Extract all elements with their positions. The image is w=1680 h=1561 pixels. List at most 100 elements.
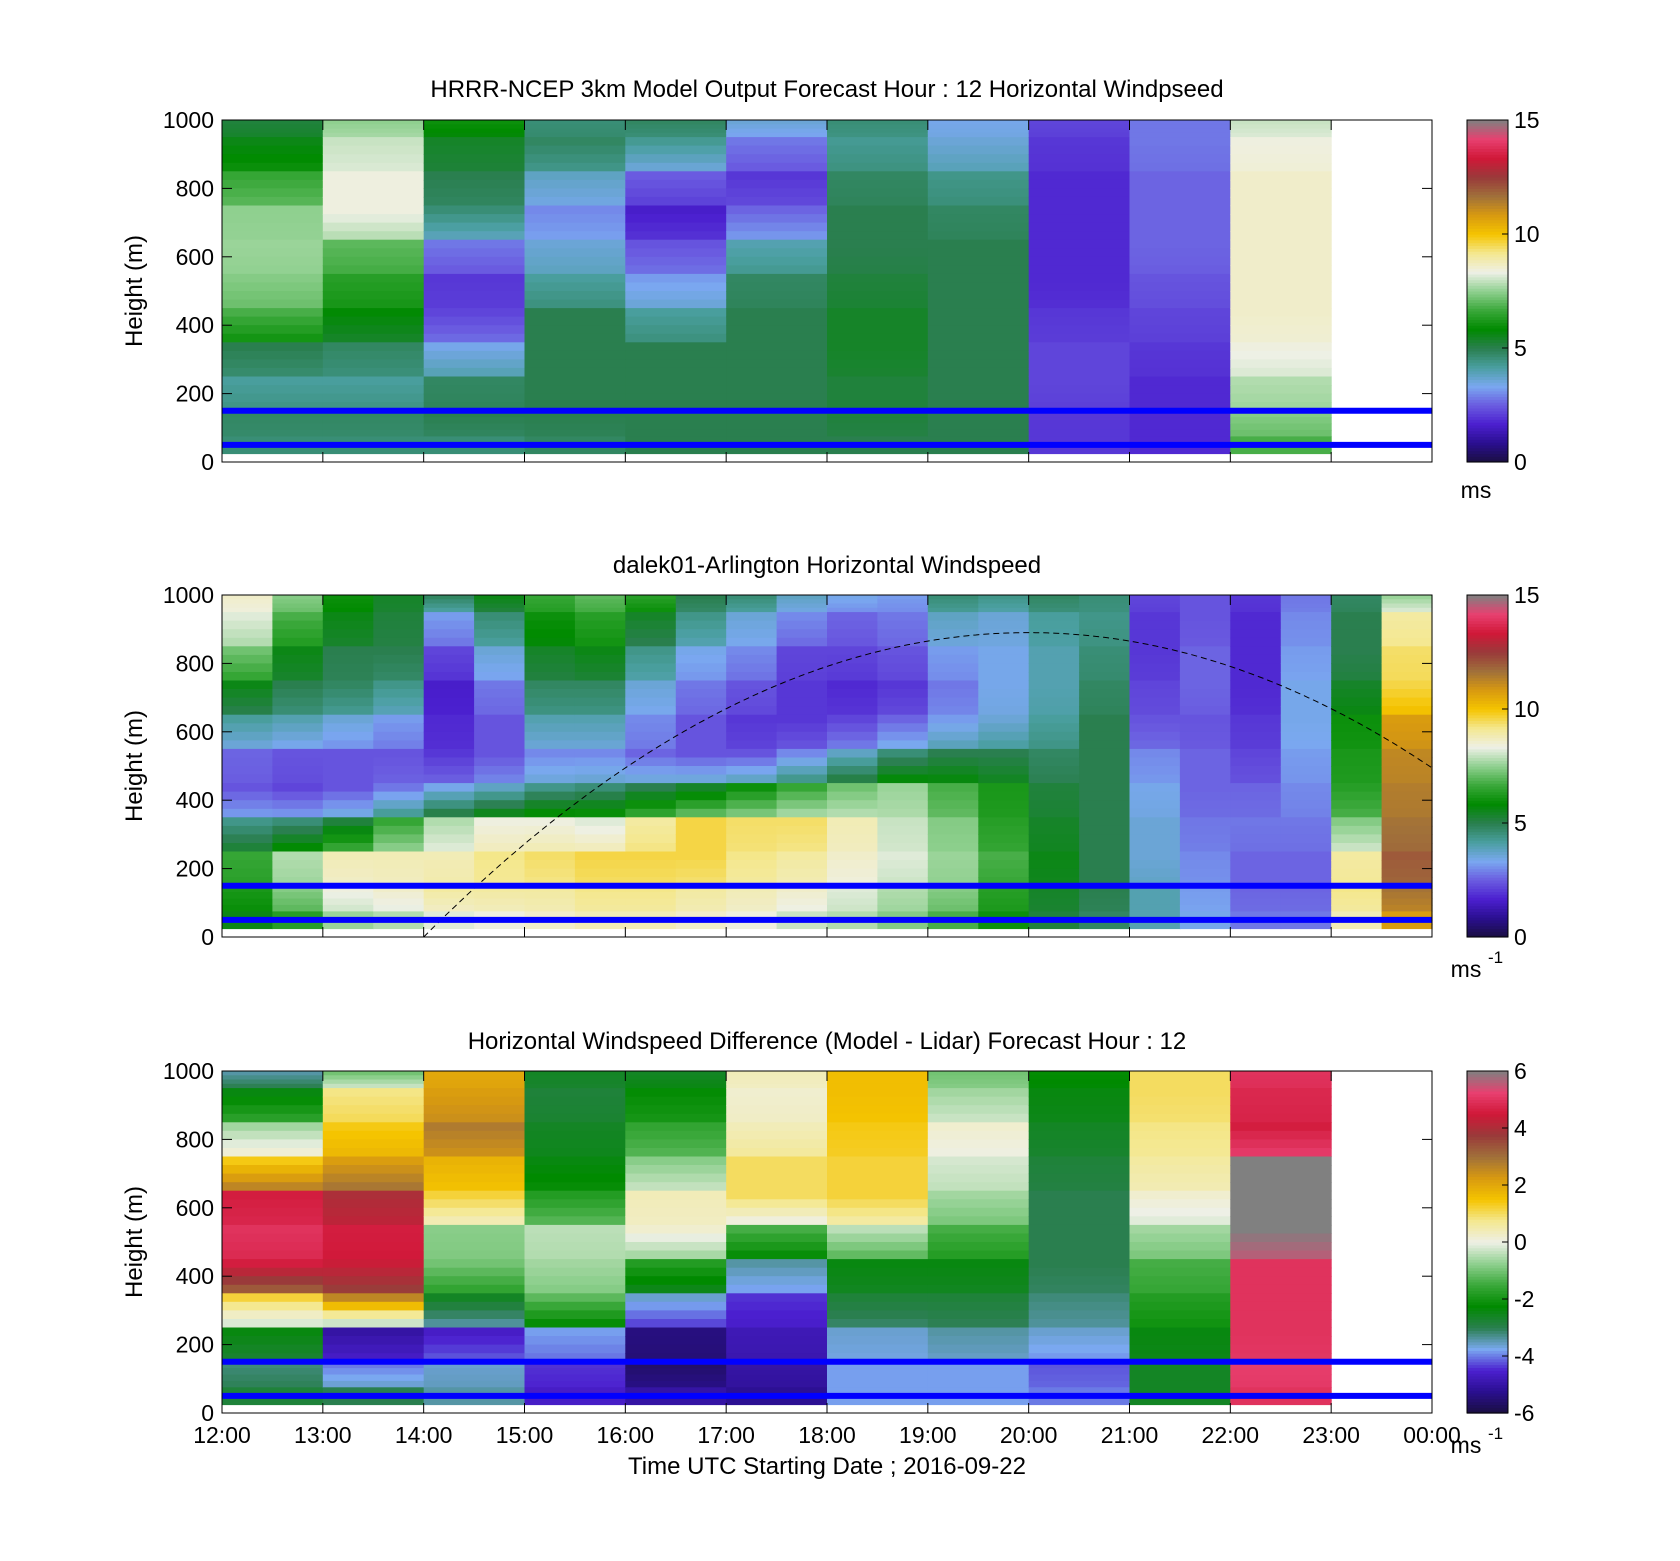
heatmap-cell (1179, 924, 1231, 930)
chart-panel-3: Horizontal Windspeed Difference (Model -… (121, 1028, 1535, 1480)
chart-title: Horizontal Windspeed Difference (Model -… (468, 1028, 1187, 1055)
heatmap-cell (474, 620, 526, 630)
heatmap-cell (776, 689, 828, 699)
heatmap-cell (524, 1276, 626, 1286)
colorbar-segment (1467, 262, 1508, 266)
heatmap-cell (1129, 1096, 1231, 1106)
heatmap-cell (1079, 680, 1131, 690)
colorbar-segment (1467, 657, 1508, 662)
heatmap-cell (322, 1224, 425, 1234)
heatmap-cell (322, 1344, 425, 1354)
heatmap-cell (1230, 1353, 1332, 1363)
heatmap-cell (1028, 316, 1131, 326)
heatmap-cell (726, 1139, 828, 1149)
heatmap-cell (524, 1380, 626, 1388)
heatmap-cell (1028, 239, 1131, 249)
heatmap-cell (322, 1139, 425, 1149)
heatmap-cell (1028, 680, 1080, 690)
heatmap-cell (1129, 154, 1231, 164)
heatmap-cell (625, 137, 727, 147)
colorbar-segment (1467, 1119, 1508, 1123)
heatmap-cell (322, 1368, 425, 1376)
colorbar-segment (1467, 248, 1508, 252)
colorbar-segment (1467, 1239, 1508, 1243)
heatmap-cell (927, 188, 1030, 198)
heatmap-cell (726, 1113, 828, 1123)
heatmap-cell (322, 595, 374, 600)
heatmap-cell (625, 376, 727, 386)
heatmap-cell (272, 646, 324, 656)
heatmap-cell (474, 808, 526, 818)
heatmap-cell (625, 892, 677, 900)
heatmap-cell (1129, 231, 1231, 241)
heatmap-cell (827, 325, 929, 335)
colorbar-segment (1467, 330, 1508, 335)
heatmap-cell (927, 731, 979, 741)
heatmap-cell (1331, 766, 1383, 776)
heatmap-cell (524, 1182, 626, 1192)
heatmap-cell (675, 740, 727, 750)
heatmap-cell (625, 1327, 727, 1337)
heatmap-cell (1129, 817, 1181, 827)
heatmap-cell (1079, 924, 1131, 930)
heatmap-cell (1230, 663, 1282, 673)
colorbar-segment (1467, 1110, 1508, 1115)
heatmap-cell (1280, 783, 1332, 793)
heatmap-cell (322, 851, 374, 861)
heatmap-cell (423, 740, 475, 750)
heatmap-cell (322, 904, 374, 912)
heatmap-cell (1230, 154, 1332, 164)
heatmap-cell (1230, 1267, 1332, 1277)
heatmap-cell (1381, 731, 1433, 741)
heatmap-cell (574, 791, 626, 801)
heatmap-cell (322, 603, 374, 609)
heatmap-cell (423, 132, 526, 138)
heatmap-cell (222, 1293, 324, 1303)
heatmap-cell (1230, 1105, 1332, 1115)
colorbar-segment (1467, 1130, 1508, 1135)
heatmap-cell (877, 723, 929, 733)
heatmap-cell (423, 248, 526, 258)
colorbar-segment (1467, 336, 1508, 341)
heatmap-cell (927, 1216, 1030, 1226)
heatmap-cell (524, 265, 626, 275)
heatmap-cell (625, 128, 727, 134)
heatmap-cell (574, 663, 626, 673)
colorbar-segment (1467, 1199, 1508, 1203)
heatmap-cell (927, 808, 979, 818)
y-tick-label: 400 (176, 787, 214, 813)
heatmap-cell (726, 179, 828, 189)
colorbar-segment (1467, 700, 1508, 704)
heatmap-cell (1280, 723, 1332, 733)
colorbar-segment (1467, 234, 1508, 238)
heatmap-cell (927, 222, 1030, 232)
heatmap-cell (827, 316, 929, 326)
heatmap-cell (1028, 646, 1080, 656)
heatmap-cell (1028, 654, 1080, 664)
heatmap-cell (373, 843, 425, 853)
heatmap-cell (423, 222, 526, 232)
heatmap-cell (1129, 1207, 1231, 1217)
heatmap-cell (272, 924, 324, 930)
colorbar-segment (1467, 142, 1508, 147)
heatmap-cell (423, 423, 526, 431)
heatmap-cell (1129, 188, 1231, 198)
colorbar-segment (1467, 817, 1508, 821)
heatmap-cell (222, 808, 273, 818)
heatmap-cell (726, 646, 778, 656)
colorbar-segment (1467, 595, 1508, 599)
heatmap-cell (222, 1250, 324, 1260)
heatmap-cell (726, 714, 778, 724)
heatmap-cell (726, 1224, 828, 1234)
heatmap-cell (1028, 1336, 1131, 1346)
heatmap-cell (524, 273, 626, 284)
colorbar-segment (1467, 214, 1508, 218)
colorbar-segment (1467, 1370, 1508, 1374)
heatmap-cell (927, 291, 1030, 301)
heatmap-cell (726, 449, 828, 455)
colorbar-segment (1467, 928, 1508, 932)
heatmap-cell (423, 1284, 526, 1294)
heatmap-cell (1381, 748, 1433, 759)
colorbar-segment (1467, 1230, 1508, 1235)
colorbar-segment (1467, 629, 1508, 633)
